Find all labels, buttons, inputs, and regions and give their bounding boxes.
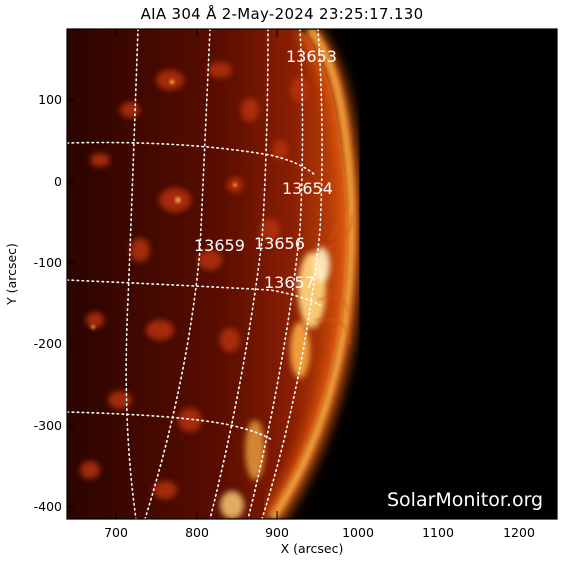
heliographic-grid [67, 29, 323, 519]
sun-image [67, 29, 557, 519]
x-tick-label: 1200 [503, 525, 535, 540]
x-tick-label: 1100 [422, 525, 454, 540]
active-region-brightening [220, 247, 330, 519]
x-tick-label: 1000 [342, 525, 374, 540]
chromospheric-network [80, 62, 310, 499]
watermark: SolarMonitor.org [387, 489, 543, 511]
y-tick-label: -300 [34, 418, 62, 433]
y-axis-label: Y (arcsec) [4, 243, 19, 306]
region-label-13654: 13654 [282, 179, 333, 198]
image-title: AIA 304 Å 2-May-2024 23:25:17.130 [140, 5, 424, 23]
x-tick-label: 800 [185, 525, 209, 540]
x-tick-label: 900 [265, 525, 289, 540]
y-tick-label: 0 [54, 174, 62, 189]
y-tick-label: -400 [34, 499, 62, 514]
x-axis-ticks [115, 29, 520, 519]
y-tick-label: 100 [38, 92, 62, 107]
x-axis-label: X (arcsec) [281, 541, 344, 556]
plot-frame [66, 28, 558, 520]
y-tick-label: -100 [34, 255, 62, 270]
prominence-loops [314, 199, 353, 346]
region-label-13659: 13659 [194, 236, 245, 255]
y-tick-label: -200 [34, 336, 62, 351]
region-label-13656: 13656 [254, 234, 305, 253]
limb-bright-edge [269, 29, 356, 519]
region-label-13653: 13653 [286, 47, 337, 66]
x-tick-label: 700 [104, 525, 128, 540]
region-label-13657: 13657 [264, 273, 315, 292]
y-axis-ticks [67, 99, 557, 508]
